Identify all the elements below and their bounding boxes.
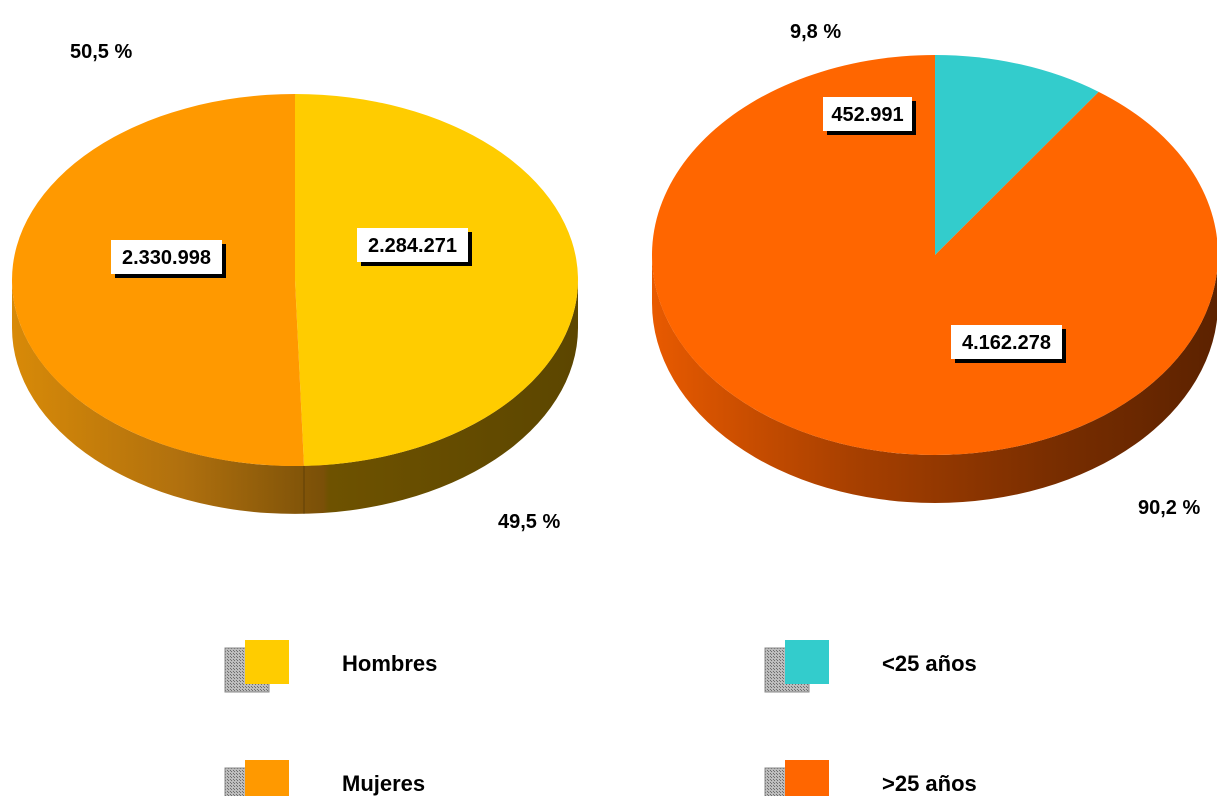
value-label-box xyxy=(111,240,222,274)
value-label-hombres: 2.284.271 xyxy=(357,228,472,266)
value-label-box xyxy=(951,325,1062,359)
legend-age: <25 años >25 años xyxy=(764,640,977,796)
pie-chart-gender: 2.284.271 2.330.998 49,5 % 50,5 % xyxy=(11,41,578,533)
value-label-text: 4.162.278 xyxy=(962,332,1051,354)
legend-item-gt-25-anos: >25 años xyxy=(764,760,977,796)
legend-item-mujeres: Mujeres xyxy=(224,760,425,796)
percent-label-mujeres: 50,5 % xyxy=(70,41,132,63)
legend-label: >25 años xyxy=(882,771,977,796)
value-label-gt-25-anos: 4.162.278 xyxy=(951,325,1066,363)
pie-slice-mujeres xyxy=(11,94,304,466)
legend-swatch xyxy=(245,640,289,684)
pie-slice-gt-25-anos xyxy=(652,55,1217,455)
pie-side-wall xyxy=(652,255,1217,503)
value-label-lt-25-anos: 452.991 xyxy=(823,97,916,135)
legend-item-hombres: Hombres xyxy=(224,640,437,693)
legend-label: Hombres xyxy=(342,651,437,676)
pie-slice-lt-25-anos xyxy=(935,55,1099,255)
legend-label: <25 años xyxy=(882,651,977,676)
legend-swatch xyxy=(785,760,829,796)
value-label-text: 2.284.271 xyxy=(368,235,457,257)
value-label-text: 452.991 xyxy=(831,104,903,126)
legend-swatch xyxy=(245,760,289,796)
percent-label-gt-25-anos: 90,2 % xyxy=(1138,497,1200,519)
value-label-text: 2.330.998 xyxy=(122,247,211,269)
pie-side-wall xyxy=(12,280,578,514)
value-label-mujeres: 2.330.998 xyxy=(111,240,226,278)
legend-item-lt-25-anos: <25 años xyxy=(764,640,977,693)
legend-swatch xyxy=(785,640,829,684)
legend-gender: Hombres Mujeres xyxy=(224,640,437,796)
value-label-box xyxy=(823,97,912,131)
pie-slice-hombres xyxy=(295,94,578,466)
percent-label-hombres: 49,5 % xyxy=(498,511,560,533)
legend-label: Mujeres xyxy=(342,771,425,796)
value-label-box xyxy=(357,228,468,262)
pie-chart-age: 452.991 4.162.278 9,8 % 90,2 % xyxy=(652,21,1217,519)
percent-label-lt-25-anos: 9,8 % xyxy=(790,21,841,43)
